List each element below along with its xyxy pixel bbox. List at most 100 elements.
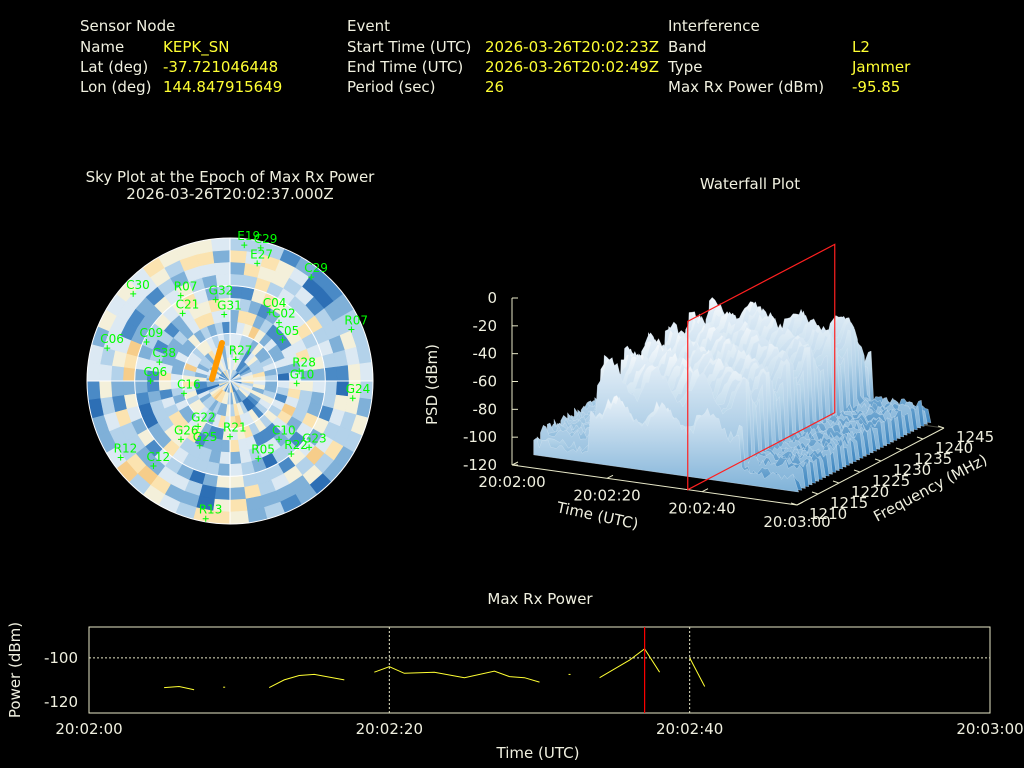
- satellite-c09: C09: [139, 326, 163, 346]
- skyplot-subtitle: 2026-03-26T20:02:37.000Z: [126, 185, 334, 203]
- satellite-label: G32: [209, 284, 234, 298]
- freq-tick: [874, 458, 882, 462]
- psd-tick-label: -60: [473, 373, 498, 391]
- freq-tick: [916, 436, 924, 440]
- satellite-marker: [276, 319, 283, 326]
- x-tick-label: 20:03:00: [956, 720, 1023, 738]
- satellite-marker: [202, 515, 209, 522]
- satellite-label: R22: [284, 438, 308, 452]
- satellite-marker: [308, 274, 315, 281]
- satellite-marker: [147, 378, 154, 384]
- sensor-name-label: Name: [80, 38, 125, 56]
- sensor-node-heading: Sensor Node: [80, 17, 176, 35]
- satellite-marker: [143, 339, 150, 346]
- satellite-marker: [177, 292, 184, 299]
- time-tick: [701, 488, 709, 493]
- satellite-label: E27: [250, 247, 273, 261]
- power-segment: [268, 673, 345, 689]
- satellite-label: C06: [144, 365, 168, 379]
- satellite-marker: [227, 433, 233, 440]
- event-period-value: 26: [485, 78, 505, 96]
- event-start-value: 2026-03-26T20:02:23Z: [485, 38, 659, 56]
- satellite-r07: R07: [174, 280, 197, 299]
- satellite-label: C05: [276, 324, 300, 338]
- psd-tick-label: -120: [463, 456, 497, 474]
- interference-type-value: Jammer: [852, 58, 911, 76]
- satellite-label: R07: [344, 313, 368, 327]
- psd-tick-label: 0: [487, 289, 497, 307]
- satellite-label: C21: [176, 297, 200, 311]
- satellite-g22: G22: [191, 411, 216, 430]
- satellite-c12: C12: [146, 450, 170, 470]
- satellite-c05: C05: [276, 324, 300, 343]
- satellite-label: C02: [272, 307, 296, 321]
- satellite-c10: C10: [272, 423, 296, 443]
- satellite-marker: [349, 395, 356, 402]
- event-end-value: 2026-03-26T20:02:49Z: [485, 58, 659, 76]
- satellite-marker: [241, 242, 248, 249]
- satellite-label: C04: [263, 296, 287, 310]
- psd-tick-label: -40: [473, 345, 498, 363]
- satellite-label: C29: [254, 232, 278, 246]
- satellite-c38: C38: [152, 346, 176, 366]
- jammer-bearing-marker: [209, 340, 225, 382]
- power-segment: [374, 666, 540, 683]
- freq-tick-label: 1240: [935, 439, 973, 457]
- x-tick-label: 20:02:40: [656, 720, 723, 738]
- freq-tick-label: 1245: [956, 428, 994, 446]
- satellite-label: G24: [346, 382, 371, 396]
- interference-type-label: Type: [668, 58, 703, 76]
- satellite-c06: C06: [144, 365, 168, 384]
- satellite-c02: C02: [272, 307, 296, 326]
- maxpower-title: Max Rx Power: [487, 590, 593, 608]
- interference-band-label: Band: [668, 38, 707, 56]
- y-tick-label: -100: [44, 649, 78, 667]
- waterfall-surface: [533, 243, 932, 493]
- sensor-name-value: KEPK_SN: [163, 38, 230, 56]
- satellite-label: G31: [217, 299, 242, 313]
- satellite-label: R13: [199, 503, 223, 517]
- x-axis-label: Time (UTC): [496, 744, 580, 762]
- satellite-c21: C21: [176, 297, 200, 317]
- satellite-label: G10: [290, 367, 315, 381]
- max-power-series: [164, 627, 706, 713]
- psd-ridge: [533, 396, 799, 493]
- satellite-r27: R27: [229, 344, 252, 363]
- freq-tick-label: 1230: [893, 461, 931, 479]
- satellite-label: G23: [302, 431, 327, 445]
- heat-cell: [229, 510, 250, 524]
- satellite-marker: [196, 442, 203, 449]
- time-tick: [606, 474, 614, 479]
- satellite-marker: [150, 463, 157, 470]
- satellite-e19: E19: [237, 229, 260, 249]
- satellite-marker: [279, 336, 286, 343]
- max-power-epoch-plane: [687, 243, 836, 491]
- sensor-lon-value: 144.847915649: [163, 78, 283, 96]
- interference-power-label: Max Rx Power (dBm): [668, 78, 825, 96]
- satellite-label: C30: [126, 278, 150, 292]
- time-tick-label: 20:02:20: [573, 486, 640, 504]
- psd-tick-label: -80: [473, 400, 498, 418]
- x-tick-label: 20:02:20: [356, 720, 423, 738]
- satellite-g10: G10: [290, 367, 315, 387]
- time-axis: [511, 464, 798, 506]
- satellite-label: G26: [174, 423, 199, 437]
- time-tick: [796, 501, 804, 506]
- satellite-label: C10: [272, 423, 296, 437]
- sensor-lat-value: -37.721046448: [163, 58, 279, 76]
- satellite-c06: C06: [100, 332, 124, 352]
- sensor-lon-label: Lon (deg): [80, 78, 152, 96]
- psd-tick-label: -100: [463, 428, 497, 446]
- satellite-r21: R21: [223, 421, 247, 440]
- satellite-marker: [257, 244, 264, 251]
- event-period-label: Period (sec): [347, 78, 436, 96]
- satellite-marker: [180, 390, 187, 397]
- satellite-g23: G23: [302, 431, 327, 451]
- heat-cell: [210, 238, 231, 252]
- heat-cell: [359, 361, 373, 382]
- satellite-marker: [348, 326, 355, 333]
- satellite-marker: [177, 436, 184, 443]
- satellite-marker: [130, 290, 137, 297]
